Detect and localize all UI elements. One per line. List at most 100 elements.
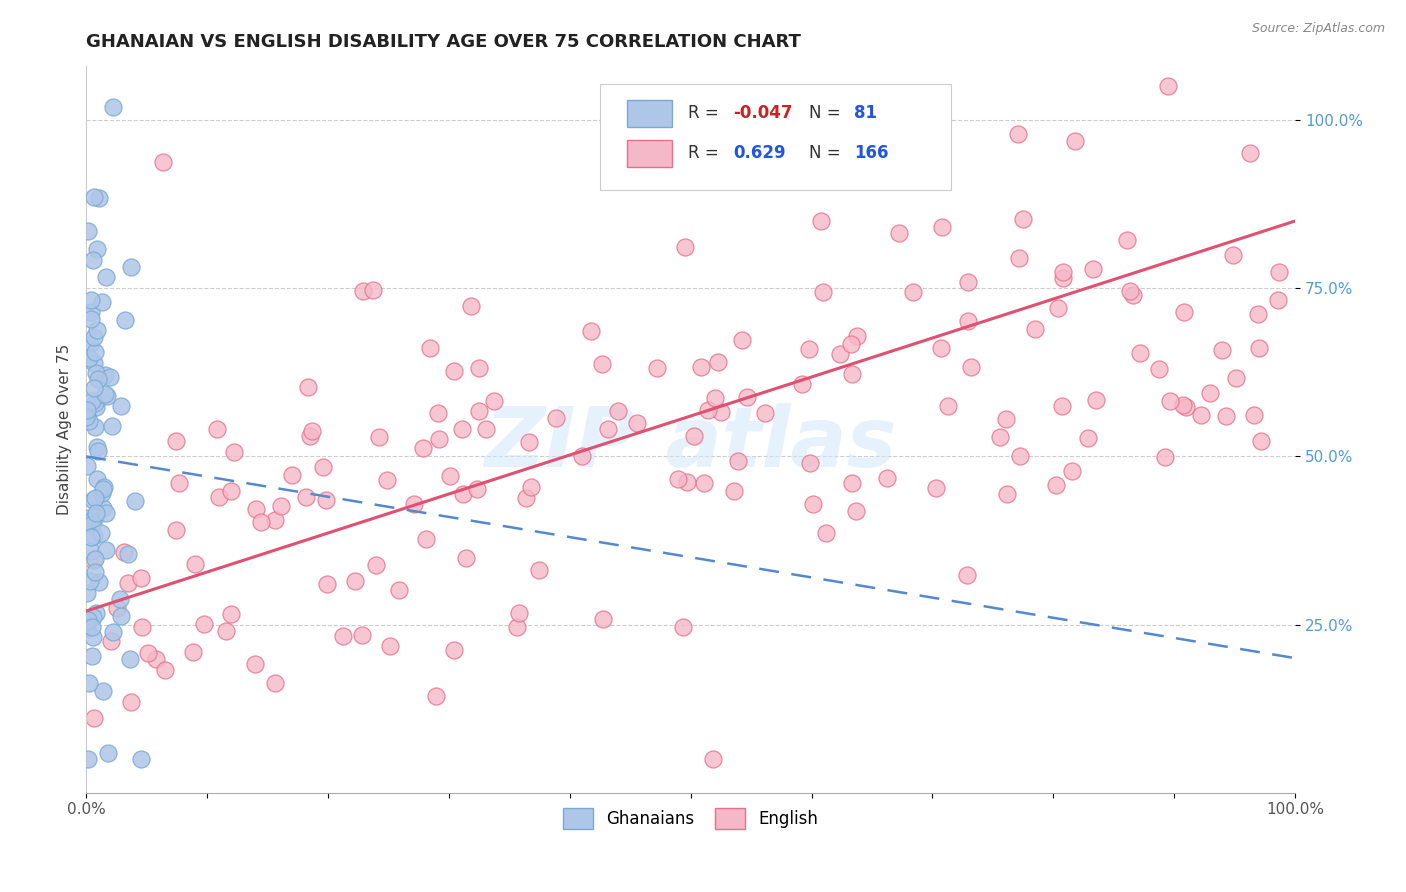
Point: [103, 625, 125, 640]
Point: [1243, 408, 1265, 422]
Point: [193, 617, 215, 632]
Point: [841, 475, 863, 490]
Point: [363, 283, 385, 297]
Point: [801, 497, 824, 511]
Point: [876, 470, 898, 484]
Point: [281, 467, 304, 482]
Point: [1052, 399, 1074, 413]
Point: [544, 411, 567, 425]
Point: [82, 517, 104, 532]
Point: [298, 428, 321, 442]
Point: [1173, 304, 1195, 318]
Point: [82, 630, 104, 644]
Point: [388, 582, 411, 597]
Point: [592, 612, 614, 626]
Point: [77, 614, 100, 628]
Point: [1085, 393, 1108, 408]
Point: [80, 544, 103, 558]
Point: [83, 711, 105, 725]
Point: [117, 575, 139, 590]
Point: [76, 458, 98, 473]
Point: [167, 475, 190, 490]
Point: [77, 224, 100, 238]
Text: N =: N =: [808, 104, 846, 122]
Point: [1211, 343, 1233, 358]
Point: [377, 474, 399, 488]
Point: [1115, 233, 1137, 247]
Legend: Ghanaians, English: Ghanaians, English: [557, 802, 824, 835]
Point: [931, 220, 953, 235]
Point: [110, 609, 132, 624]
Point: [86, 440, 108, 454]
Point: [86, 372, 108, 386]
Point: [120, 260, 142, 274]
Point: [114, 313, 136, 327]
Point: [443, 643, 465, 657]
Point: [84, 491, 107, 505]
Point: [181, 645, 204, 659]
Point: [83, 330, 105, 344]
Point: [86, 242, 108, 256]
Point: [165, 434, 187, 449]
Point: [692, 476, 714, 491]
Point: [75, 410, 97, 425]
Point: [98, 370, 121, 384]
Point: [364, 558, 387, 573]
Point: [1118, 285, 1140, 299]
Point: [465, 482, 488, 496]
Point: [75, 511, 97, 525]
Point: [1012, 212, 1035, 227]
Point: [1046, 301, 1069, 315]
Point: [845, 329, 868, 343]
Point: [77, 414, 100, 428]
Point: [367, 430, 389, 444]
Point: [312, 460, 335, 475]
Point: [723, 483, 745, 498]
Point: [76, 402, 98, 417]
Point: [93, 480, 115, 494]
Point: [250, 516, 273, 530]
Point: [110, 400, 132, 414]
Point: [475, 422, 498, 436]
Point: [666, 472, 689, 486]
Point: [645, 361, 668, 376]
Point: [83, 419, 105, 434]
Point: [110, 592, 132, 607]
Point: [350, 628, 373, 642]
Point: [205, 422, 228, 436]
Point: [955, 568, 977, 582]
Text: ZIP atlas: ZIP atlas: [485, 403, 897, 484]
Point: [797, 342, 820, 356]
Point: [1122, 287, 1144, 301]
Point: [84, 506, 107, 520]
Point: [1077, 431, 1099, 445]
Point: [508, 606, 530, 620]
Point: [131, 620, 153, 634]
Point: [1007, 251, 1029, 265]
Point: [84, 345, 107, 359]
Point: [90, 526, 112, 541]
Point: [79, 351, 101, 365]
Point: [120, 695, 142, 709]
Point: [91, 483, 114, 497]
Point: [468, 361, 491, 376]
Point: [297, 380, 319, 394]
Point: [96, 389, 118, 403]
Point: [929, 341, 952, 355]
Point: [87, 444, 110, 458]
Point: [245, 501, 267, 516]
Point: [412, 441, 434, 455]
Point: [1147, 362, 1170, 376]
Point: [84, 565, 107, 579]
Point: [94, 506, 117, 520]
Point: [727, 454, 749, 468]
Point: [427, 406, 450, 420]
Point: [1247, 341, 1270, 355]
Point: [1045, 477, 1067, 491]
Point: [1129, 345, 1152, 359]
Point: [1225, 371, 1247, 385]
Point: [129, 571, 152, 585]
Point: [91, 501, 114, 516]
Text: 81: 81: [853, 104, 877, 122]
Point: [995, 487, 1018, 501]
